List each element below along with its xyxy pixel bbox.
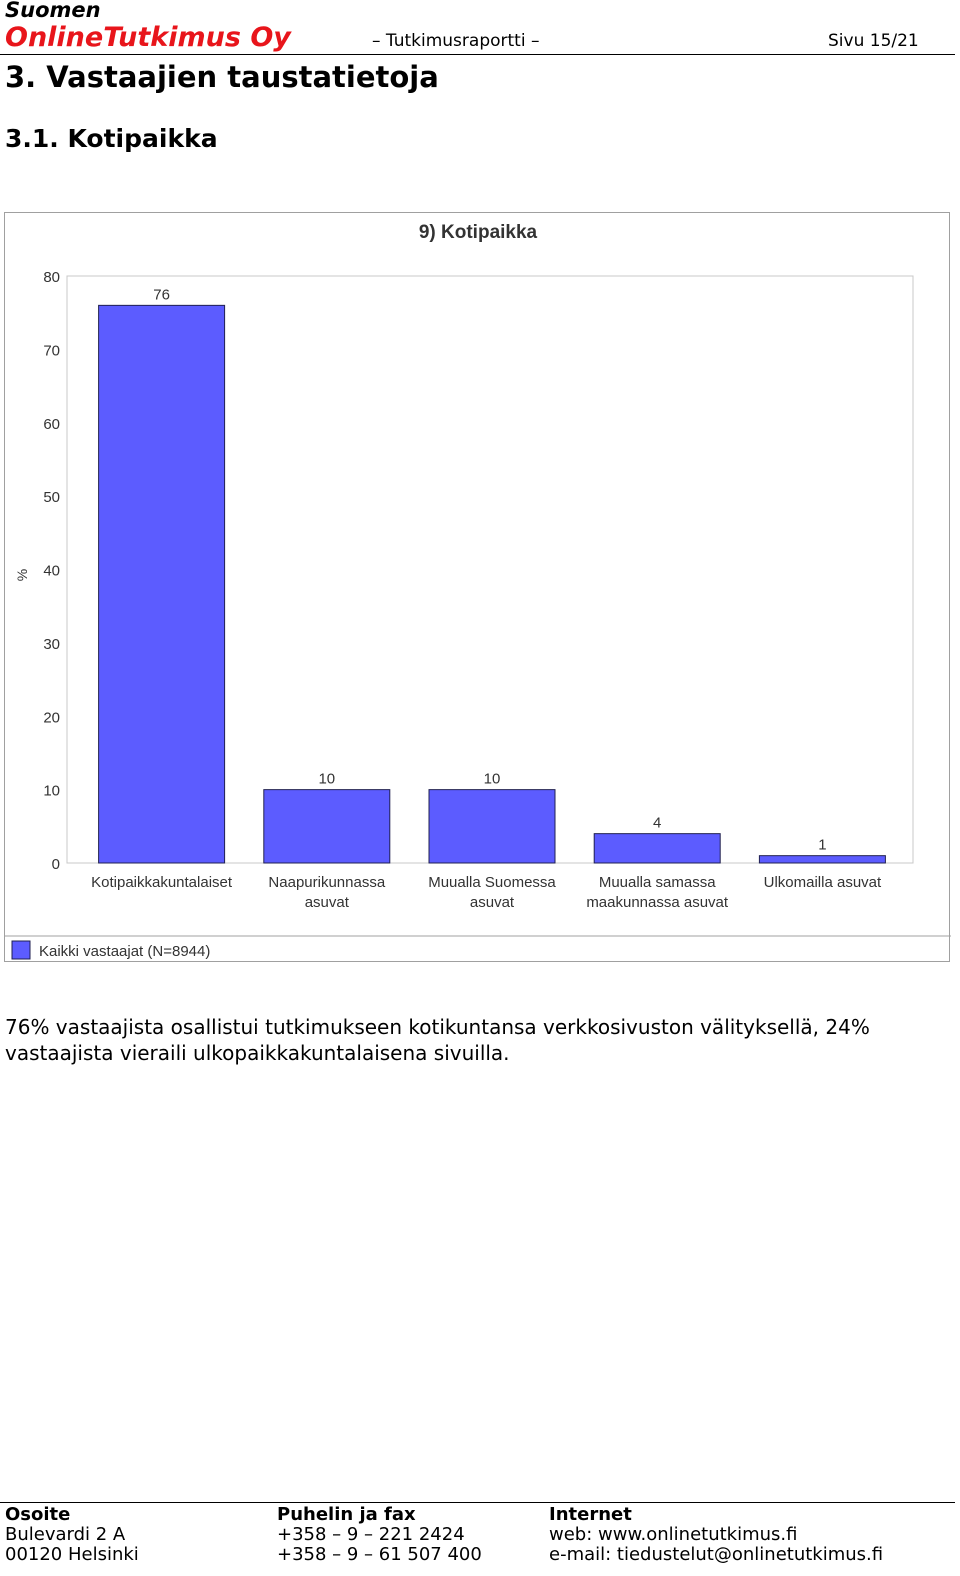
bar	[593, 833, 721, 864]
company-name-main: OnlineTutkimus Oy	[5, 22, 291, 53]
x-tick-label: asuvat	[470, 894, 515, 911]
subsection-title: 3.1. Kotipaikka	[5, 124, 218, 153]
footer-phone-heading: Puhelin ja fax	[277, 1504, 416, 1525]
data-label: 10	[484, 771, 501, 788]
y-tick-label: 0	[52, 856, 60, 873]
footer-phone-line: +358 – 9 – 221 2424	[277, 1524, 465, 1545]
bar-chart: 9) Kotipaikka 0 10 20 30 40 50 60 70 80% 76 Kotipai…	[5, 222, 951, 960]
footer-fax-line: +358 – 9 – 61 507 400	[277, 1544, 482, 1565]
bar	[758, 855, 886, 864]
y-tick-label: 30	[43, 636, 60, 653]
data-label: 4	[653, 815, 661, 832]
section-title: 3. Vastaajien taustatietoja	[5, 60, 439, 94]
y-axis-label: %	[14, 569, 30, 581]
legend-label: Kaikki vastaajat (N=8944)	[39, 943, 210, 960]
footer-internet: Internet web: www.onlinetutkimus.fi e-ma…	[549, 1505, 883, 1565]
footer-address-line: 00120 Helsinki	[5, 1544, 139, 1565]
data-label: 1	[818, 837, 826, 854]
company-name-top: Suomen	[5, 0, 101, 22]
bar	[263, 789, 391, 864]
x-tick-label: Kotipaikkakuntalaiset	[91, 874, 233, 891]
y-tick-label: 40	[43, 563, 60, 580]
y-tick-label: 80	[43, 269, 60, 286]
y-tick-label: 20	[43, 709, 60, 726]
y-tick-label: 10	[43, 783, 60, 800]
chart-container: 9) Kotipaikka 0 10 20 30 40 50 60 70 80% 76 Kotipai…	[4, 212, 951, 962]
header-divider	[0, 54, 955, 55]
footer-divider	[0, 1502, 955, 1503]
y-tick-label: 50	[43, 489, 60, 506]
legend-swatch	[11, 940, 31, 960]
footer-web-line: web: www.onlinetutkimus.fi	[549, 1524, 798, 1545]
chart-description: 76% vastaajista osallistui tutkimukseen …	[5, 1015, 870, 1065]
x-tick-label: Muualla samassa	[599, 874, 716, 891]
data-label: 10	[318, 771, 335, 788]
footer-address-heading: Osoite	[5, 1504, 71, 1525]
footer-address-line: Bulevardi 2 A	[5, 1524, 126, 1545]
x-tick-label: asuvat	[305, 894, 350, 911]
document-type: – Tutkimusraportti –	[372, 31, 540, 51]
chart-title: 9) Kotipaikka	[419, 222, 538, 243]
page-number: Sivu 15/21	[828, 31, 919, 51]
x-tick-label: Naapurikunnassa	[268, 874, 385, 891]
footer-internet-heading: Internet	[549, 1504, 632, 1525]
y-tick-label: 60	[43, 416, 60, 433]
x-tick-label: Ulkomailla asuvat	[764, 874, 882, 891]
footer-address: Osoite Bulevardi 2 A 00120 Helsinki	[5, 1505, 139, 1565]
bar	[428, 789, 556, 864]
x-tick-label: Muualla Suomessa	[428, 874, 556, 891]
y-tick-label: 70	[43, 342, 60, 359]
data-label: 76	[153, 286, 170, 303]
x-tick-label: maakunnassa asuvat	[586, 894, 729, 911]
footer-email-line: e-mail: tiedustelut@onlinetutkimus.fi	[549, 1544, 884, 1565]
bar	[98, 304, 226, 864]
footer-phone: Puhelin ja fax +358 – 9 – 221 2424 +358 …	[277, 1505, 482, 1565]
